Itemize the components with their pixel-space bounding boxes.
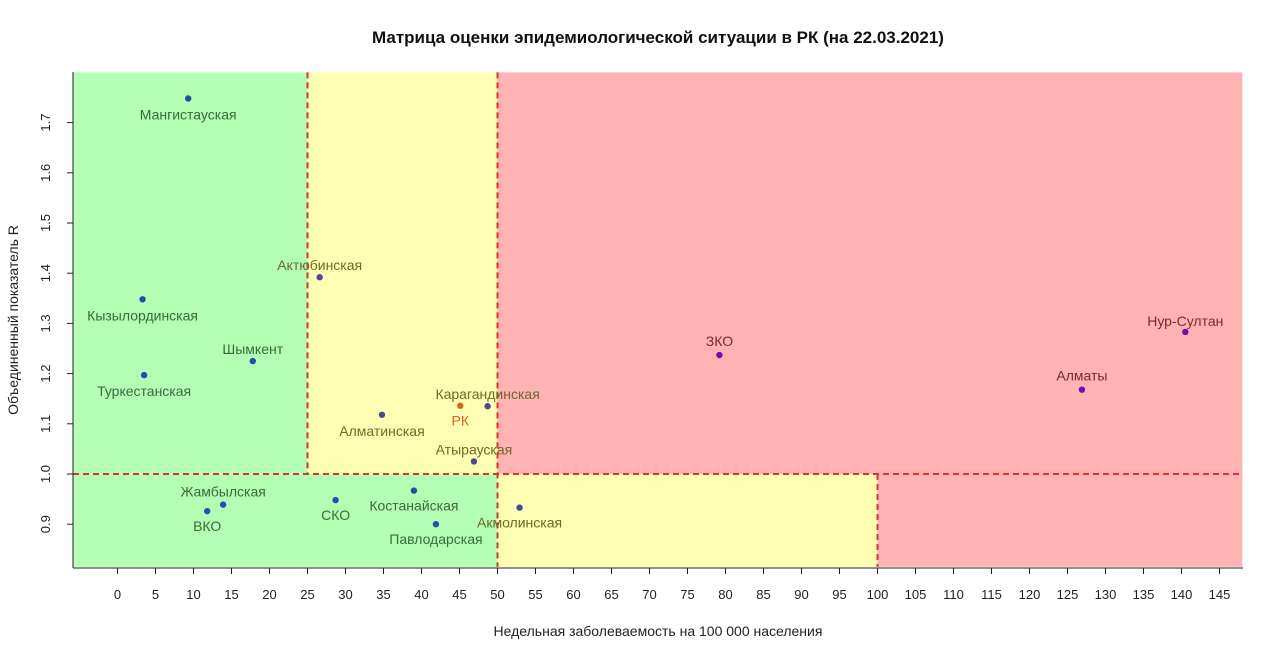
x-tick-label: 110 bbox=[943, 587, 964, 602]
data-label: Туркестанская bbox=[97, 383, 191, 399]
x-tick-label: 0 bbox=[114, 587, 121, 602]
x-tick-label: 60 bbox=[566, 587, 580, 602]
data-label: Жамбылская bbox=[180, 484, 265, 500]
zone-yellow bbox=[497, 474, 878, 567]
x-tick-label: 95 bbox=[832, 587, 846, 602]
data-point bbox=[332, 496, 339, 504]
data-point bbox=[184, 95, 192, 102]
x-tick-label: 100 bbox=[867, 587, 889, 602]
data-point bbox=[139, 296, 146, 303]
y-tick-label: 1.5 bbox=[38, 214, 53, 232]
zone-green bbox=[73, 474, 498, 567]
y-tick-label: 1.4 bbox=[38, 264, 53, 282]
x-tick-label: 140 bbox=[1171, 587, 1193, 602]
data-label: Костанайская bbox=[369, 498, 458, 514]
chart-title: Матрица оценки эпидемиологической ситуац… bbox=[372, 28, 944, 47]
x-tick-label: 75 bbox=[680, 587, 694, 602]
zone-green bbox=[73, 72, 308, 475]
data-label: Алматы bbox=[1056, 368, 1107, 384]
data-point bbox=[470, 458, 478, 465]
data-point bbox=[140, 371, 148, 379]
y-tick-label: 0.9 bbox=[38, 515, 53, 533]
data-label: СКО bbox=[321, 507, 350, 523]
y-tick-label: 1.3 bbox=[38, 314, 53, 332]
zone-red bbox=[877, 474, 1243, 567]
x-tick-label: 85 bbox=[756, 587, 770, 602]
data-label: ВКО bbox=[193, 518, 221, 534]
data-label: Акмолинская bbox=[477, 515, 562, 531]
zone-red bbox=[497, 72, 1243, 475]
data-label: РК bbox=[452, 413, 470, 429]
data-point bbox=[1182, 328, 1189, 336]
data-point bbox=[516, 504, 523, 511]
data-point bbox=[203, 507, 211, 515]
data-point bbox=[316, 274, 323, 281]
data-label: Актюбинская bbox=[277, 257, 362, 273]
x-tick-label: 70 bbox=[642, 587, 656, 602]
data-label: Шымкент bbox=[222, 341, 283, 357]
data-label: Карагандинская bbox=[435, 386, 539, 402]
x-tick-label: 50 bbox=[490, 587, 504, 602]
y-tick-label: 1.2 bbox=[38, 365, 53, 383]
x-tick-label: 115 bbox=[981, 587, 1002, 602]
x-tick-label: 15 bbox=[224, 587, 238, 602]
x-tick-label: 145 bbox=[1209, 587, 1231, 602]
y-tick-label: 1.7 bbox=[38, 114, 53, 132]
data-label: Кызылординская bbox=[87, 307, 198, 323]
data-point bbox=[457, 402, 464, 409]
data-point bbox=[484, 403, 491, 410]
data-point bbox=[378, 411, 386, 418]
x-tick-label: 80 bbox=[718, 587, 732, 602]
data-label: Мангистауская bbox=[140, 107, 237, 123]
x-tick-label: 20 bbox=[262, 587, 276, 602]
x-tick-label: 45 bbox=[452, 587, 466, 602]
x-tick-label: 25 bbox=[300, 587, 314, 602]
y-tick-label: 1.6 bbox=[38, 164, 53, 182]
data-label: Атырауская bbox=[436, 441, 513, 457]
x-tick-label: 135 bbox=[1133, 587, 1155, 602]
x-tick-label: 130 bbox=[1095, 587, 1117, 602]
x-tick-label: 125 bbox=[1057, 587, 1079, 602]
y-tick-label: 1.0 bbox=[38, 465, 53, 483]
data-point bbox=[249, 357, 256, 365]
zone-yellow bbox=[307, 72, 498, 475]
data-label: Павлодарская bbox=[389, 531, 482, 547]
x-tick-label: 65 bbox=[604, 587, 618, 602]
x-axis-title: Недельная заболеваемость на 100 000 насе… bbox=[493, 623, 823, 639]
y-tick-label: 1.1 bbox=[38, 415, 53, 433]
x-tick-label: 120 bbox=[1019, 587, 1041, 602]
data-point bbox=[1078, 386, 1086, 393]
x-tick-label: 5 bbox=[152, 587, 159, 602]
data-point bbox=[410, 487, 418, 494]
data-point bbox=[432, 521, 440, 528]
x-tick-label: 10 bbox=[186, 587, 200, 602]
data-label: Алматинская bbox=[339, 423, 424, 439]
x-tick-label: 105 bbox=[905, 587, 927, 602]
data-label: Нур-Султан bbox=[1147, 313, 1223, 329]
data-label: ЗКО bbox=[706, 333, 733, 349]
data-point bbox=[716, 351, 723, 359]
x-tick-label: 35 bbox=[376, 587, 390, 602]
x-tick-label: 30 bbox=[338, 587, 352, 602]
x-tick-label: 55 bbox=[528, 587, 542, 602]
x-tick-label: 40 bbox=[414, 587, 428, 602]
data-point bbox=[219, 501, 227, 508]
x-tick-label: 90 bbox=[794, 587, 808, 602]
